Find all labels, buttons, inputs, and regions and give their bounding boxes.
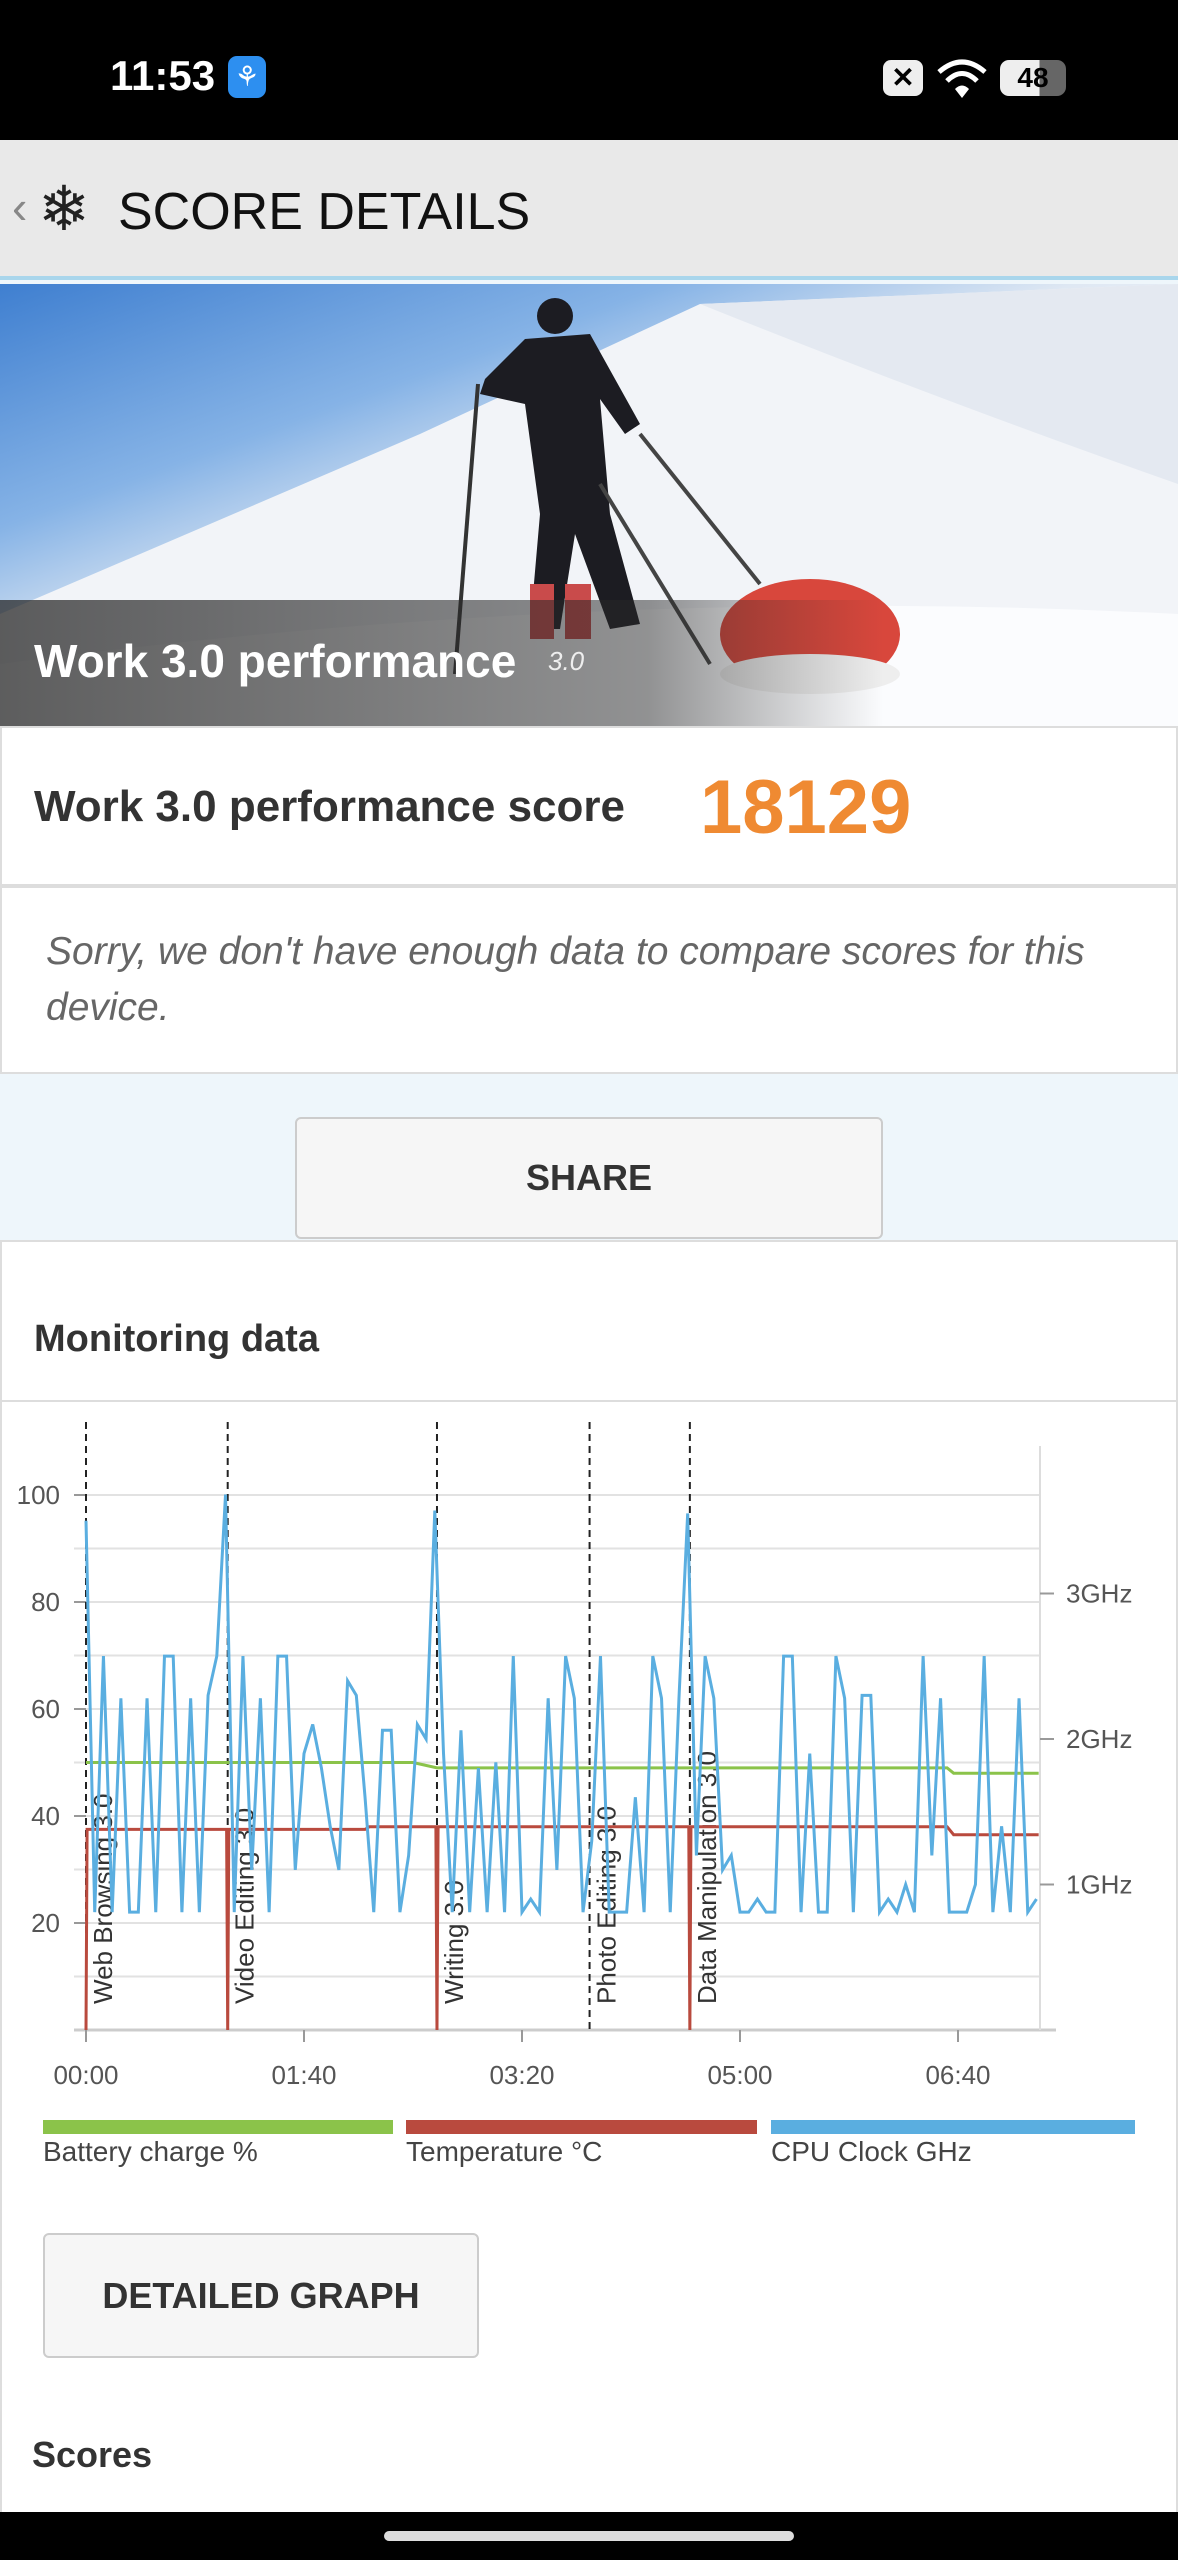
score-value: 18129 [700, 765, 912, 850]
series-line-cpu-clock [84, 1494, 1038, 1917]
x-tick-label: 05:00 [707, 2060, 772, 2090]
share-button[interactable]: SHARE [295, 1117, 883, 1239]
legend-label-temperature: Temperature °C [406, 2136, 603, 2167]
x-tick-label: 01:40 [271, 2060, 336, 2090]
home-indicator[interactable] [384, 2531, 794, 2541]
status-bar: 11:53 ⚘ ✕ 48 [0, 0, 1178, 140]
y-tick-label: 80 [31, 1587, 60, 1617]
y2-tick-label: 2GHz [1066, 1724, 1132, 1754]
test-marker-label: Data Manipulation 3.0 [692, 1751, 722, 2004]
hero-image: Work 3.0 performance 3.0 [0, 284, 1178, 726]
snowflake-icon: ❄ [38, 175, 90, 244]
monitoring-chart[interactable]: 20 40 60 80 100 1GHz 2GHz 3GHz 00:00 01:40 03:20 05… [0, 1420, 1178, 2100]
x-icon: ✕ [883, 60, 923, 96]
y2-tick-label: 1GHz [1066, 1870, 1132, 1900]
back-chevron-icon[interactable]: ‹ [12, 181, 28, 233]
divider [2, 1400, 1178, 1402]
legend-swatch-cpu [771, 2120, 1135, 2134]
legend-swatch-battery [43, 2120, 393, 2134]
y-tick-label: 60 [31, 1694, 60, 1724]
battery-icon: 48 [1000, 60, 1066, 96]
score-label: Work 3.0 performance score [34, 782, 625, 831]
compare-message: Sorry, we don't have enough data to comp… [46, 930, 1085, 1029]
legend-swatch-temperature [406, 2120, 757, 2134]
hero-title: Work 3.0 performance [34, 635, 517, 687]
wifi-icon [937, 59, 987, 98]
y2-tick-label: 3GHz [1066, 1579, 1132, 1609]
legend-label-cpu: CPU Clock GHz [771, 2136, 972, 2167]
y-tick-label: 40 [31, 1801, 60, 1831]
legend-label-battery: Battery charge % [43, 2136, 258, 2167]
x-tick-label: 00:00 [53, 2060, 118, 2090]
detailed-graph-button[interactable]: DETAILED GRAPH [43, 2233, 479, 2358]
x-tick-label: 06:40 [925, 2060, 990, 2090]
x-tick-label: 03:20 [489, 2060, 554, 2090]
score-card: Work 3.0 performance score 18129 [0, 726, 1178, 886]
app-header: ‹ ❄ SCORE DETAILS [0, 140, 1178, 280]
clock: 11:53 [110, 52, 216, 99]
page-title: SCORE DETAILS [118, 183, 531, 241]
y-tick-label: 20 [31, 1908, 60, 1938]
monitoring-title: Monitoring data [34, 1318, 319, 1360]
scores-heading: Scores [32, 2434, 153, 2475]
y-tick-label: 100 [17, 1480, 60, 1510]
compare-message-card: Sorry, we don't have enough data to comp… [0, 886, 1178, 1074]
series-line-battery [86, 1761, 1039, 1775]
hero-caption-band [0, 600, 1178, 726]
series-line-temperature [84, 1825, 1039, 2031]
app-notification-icon: ⚘ [228, 56, 266, 98]
hero-version: 3.0 [548, 646, 585, 676]
